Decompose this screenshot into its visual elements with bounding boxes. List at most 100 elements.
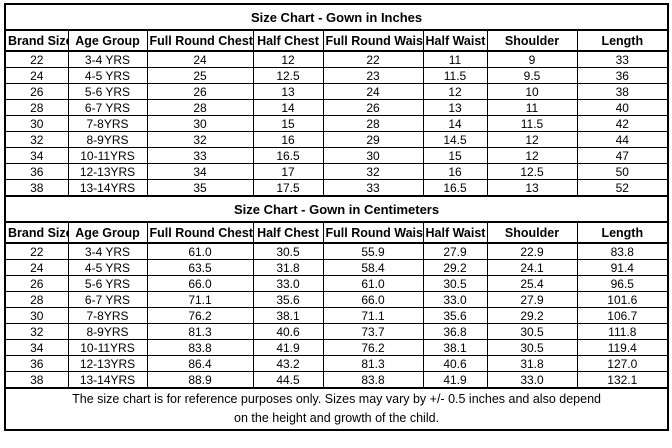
disclaimer-row: The size chart is for reference purposes… bbox=[4, 387, 669, 431]
table-cell: 40.6 bbox=[252, 323, 324, 340]
table-cell: 111.8 bbox=[576, 323, 669, 340]
centimeters-section-title: Size Chart - Gown in Centimeters bbox=[4, 195, 669, 223]
table-cell: 61.0 bbox=[146, 242, 254, 260]
table-cell: 35 bbox=[146, 179, 254, 197]
table-cell: 8-9YRS bbox=[67, 131, 148, 148]
table-cell: 32 bbox=[146, 131, 254, 148]
table-cell: 27.9 bbox=[486, 291, 578, 308]
table-cell: 17.5 bbox=[252, 179, 324, 197]
table-cell: 55.9 bbox=[322, 242, 424, 260]
table-cell: 15 bbox=[252, 115, 324, 132]
column-header-full-round-waist: Full Round Waist bbox=[322, 29, 424, 52]
table-cell: 26 bbox=[4, 83, 69, 100]
table-row: 24 4-5 YRS 25 12.5 23 11.5 9.5 36 bbox=[4, 67, 669, 84]
table-cell: 10 bbox=[486, 83, 578, 100]
table-cell: 86.4 bbox=[146, 355, 254, 372]
table-row: 32 8-9YRS 32 16 29 14.5 12 44 bbox=[4, 131, 669, 148]
table-cell: 88.9 bbox=[146, 371, 254, 389]
table-cell: 43.2 bbox=[252, 355, 324, 372]
table-cell: 44.5 bbox=[252, 371, 324, 389]
table-cell: 7-8YRS bbox=[67, 307, 148, 324]
table-cell: 36 bbox=[4, 163, 69, 180]
table-row: 32 8-9YRS 81.3 40.6 73.7 36.8 30.5 111.8 bbox=[4, 323, 669, 340]
footer-section: The size chart is for reference purposes… bbox=[4, 387, 669, 431]
table-cell: 101.6 bbox=[576, 291, 669, 308]
table-cell: 30.5 bbox=[422, 275, 488, 292]
table-cell: 6-7 YRS bbox=[67, 99, 148, 116]
table-cell: 22 bbox=[322, 50, 424, 68]
table-cell: 31.8 bbox=[252, 259, 324, 276]
table-row: 28 6-7 YRS 28 14 26 13 11 40 bbox=[4, 99, 669, 116]
table-cell: 10-11YRS bbox=[67, 147, 148, 164]
table-row: 30 7-8YRS 76.2 38.1 71.1 35.6 29.2 106.7 bbox=[4, 307, 669, 324]
table-cell: 24 bbox=[146, 50, 254, 68]
table-cell: 81.3 bbox=[146, 323, 254, 340]
table-cell: 14.5 bbox=[422, 131, 488, 148]
table-cell: 61.0 bbox=[322, 275, 424, 292]
table-row: 36 12-13YRS 34 17 32 16 12.5 50 bbox=[4, 163, 669, 180]
table-row: 38 13-14YRS 35 17.5 33 16.5 13 52 bbox=[4, 179, 669, 197]
table-cell: 76.2 bbox=[146, 307, 254, 324]
table-cell: 6-7 YRS bbox=[67, 291, 148, 308]
table-cell: 24 bbox=[4, 67, 69, 84]
table-cell: 16 bbox=[252, 131, 324, 148]
column-header-half-waist: Half Waist bbox=[422, 29, 488, 52]
table-cell: 83.8 bbox=[576, 242, 669, 260]
table-cell: 66.0 bbox=[322, 291, 424, 308]
table-cell: 71.1 bbox=[146, 291, 254, 308]
table-cell: 12.5 bbox=[486, 163, 578, 180]
table-cell: 30 bbox=[4, 307, 69, 324]
table-cell: 14 bbox=[422, 115, 488, 132]
column-header-shoulder: Shoulder bbox=[486, 221, 578, 244]
table-cell: 12 bbox=[252, 50, 324, 68]
table-cell: 30 bbox=[4, 115, 69, 132]
centimeters-section-head: Size Chart - Gown in Centimeters Brand S… bbox=[4, 195, 669, 244]
table-cell: 22.9 bbox=[486, 242, 578, 260]
table-row: 30 7-8YRS 30 15 28 14 11.5 42 bbox=[4, 115, 669, 132]
table-cell: 63.5 bbox=[146, 259, 254, 276]
table-cell: 29 bbox=[322, 131, 424, 148]
table-cell: 36.8 bbox=[422, 323, 488, 340]
table-cell: 12-13YRS bbox=[67, 163, 148, 180]
table-cell: 12-13YRS bbox=[67, 355, 148, 372]
table-cell: 31.8 bbox=[486, 355, 578, 372]
centimeters-header-row: Brand Size Age Group Full Round Chest Ha… bbox=[4, 221, 669, 244]
column-header-half-chest: Half Chest bbox=[252, 221, 324, 244]
table-row: 34 10-11YRS 83.8 41.9 76.2 38.1 30.5 119.4 bbox=[4, 339, 669, 356]
table-cell: 38 bbox=[4, 179, 69, 197]
table-cell: 30 bbox=[322, 147, 424, 164]
table-cell: 33.0 bbox=[252, 275, 324, 292]
column-header-length: Length bbox=[576, 29, 669, 52]
table-cell: 41.9 bbox=[422, 371, 488, 389]
table-cell: 127.0 bbox=[576, 355, 669, 372]
table-cell: 16 bbox=[422, 163, 488, 180]
table-cell: 91.4 bbox=[576, 259, 669, 276]
column-header-full-round-waist: Full Round Waist bbox=[322, 221, 424, 244]
table-cell: 26 bbox=[322, 99, 424, 116]
table-cell: 24.1 bbox=[486, 259, 578, 276]
centimeters-table-body: 22 3-4 YRS 61.0 30.5 55.9 27.9 22.9 83.8 24 4-5 Y… bbox=[4, 242, 669, 389]
table-cell: 32 bbox=[322, 163, 424, 180]
table-cell: 13 bbox=[422, 99, 488, 116]
table-cell: 24 bbox=[322, 83, 424, 100]
table-cell: 5-6 YRS bbox=[67, 83, 148, 100]
table-cell: 38 bbox=[576, 83, 669, 100]
table-cell: 11.5 bbox=[486, 115, 578, 132]
table-cell: 33 bbox=[322, 179, 424, 197]
table-cell: 4-5 YRS bbox=[67, 67, 148, 84]
table-cell: 35.6 bbox=[422, 307, 488, 324]
table-cell: 13 bbox=[252, 83, 324, 100]
disclaimer-cell: The size chart is for reference purposes… bbox=[4, 387, 669, 431]
table-cell: 132.1 bbox=[576, 371, 669, 389]
table-cell: 50 bbox=[576, 163, 669, 180]
table-row: 24 4-5 YRS 63.5 31.8 58.4 29.2 24.1 91.4 bbox=[4, 259, 669, 276]
table-cell: 22 bbox=[4, 50, 69, 68]
table-cell: 29.2 bbox=[422, 259, 488, 276]
table-cell: 12 bbox=[486, 147, 578, 164]
table-row: 26 5-6 YRS 26 13 24 12 10 38 bbox=[4, 83, 669, 100]
table-cell: 42 bbox=[576, 115, 669, 132]
table-cell: 7-8YRS bbox=[67, 115, 148, 132]
table-cell: 83.8 bbox=[322, 371, 424, 389]
table-cell: 36 bbox=[4, 355, 69, 372]
table-cell: 32 bbox=[4, 131, 69, 148]
